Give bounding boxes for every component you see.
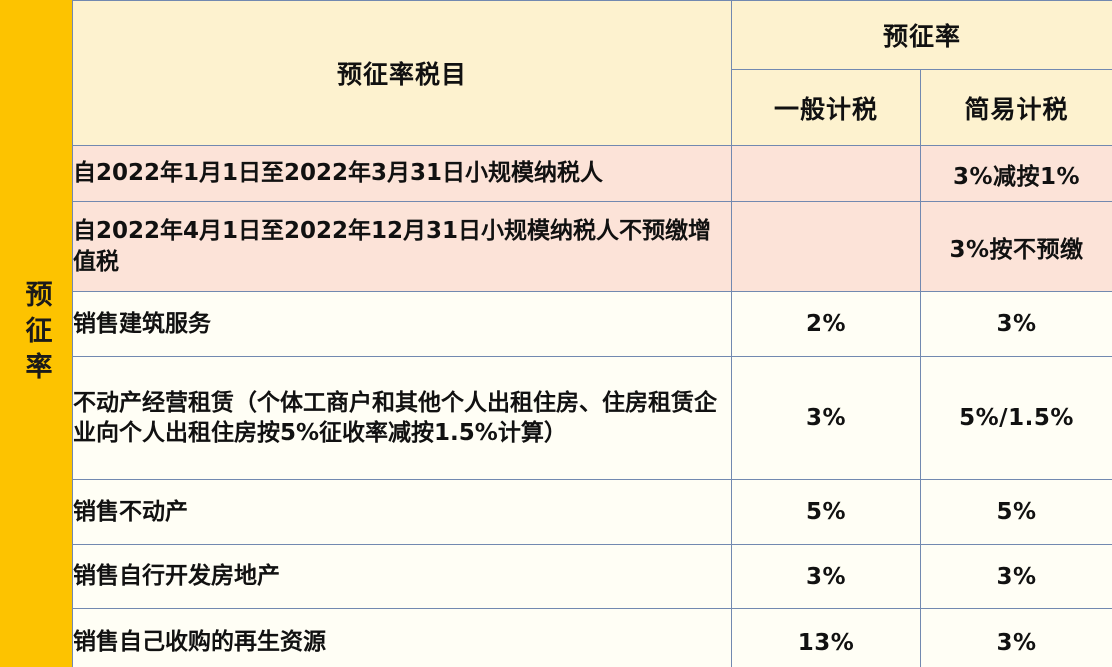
row-item-label: 销售自行开发房地产 [72,544,732,609]
table-row: 销售自己收购的再生资源 13% 3% [72,608,1112,667]
table-header-row-1: 预征率税目 预征率 [72,0,1112,146]
table-body: 自2022年1月1日至2022年3月31日小规模纳税人 3%减按1% 自2022… [72,145,1112,667]
rate-table: 预征率税目 预征率 一般计税 简易计税 自2022年1月1日至2022年3月31… [72,0,1112,667]
table-row: 销售不动产 5% 5% [72,479,1112,545]
header-simple-method: 简易计税 [919,69,1112,146]
row-simple-rate: 3% [919,608,1112,667]
row-simple-rate: 3% [919,291,1112,357]
row-general-rate [731,145,921,202]
row-item-label: 销售建筑服务 [72,291,732,357]
section-spine: 预征率 [0,0,72,667]
table-header-row-2: 一般计税 简易计税 [73,69,1112,146]
header-general-method: 一般计税 [731,69,921,146]
table-row: 自2022年1月1日至2022年3月31日小规模纳税人 3%减按1% [72,145,1112,202]
row-simple-rate: 3%按不预缴 [919,201,1112,292]
row-item-label: 自2022年4月1日至2022年12月31日小规模纳税人不预缴增值税 [72,201,732,292]
row-item-label: 自2022年1月1日至2022年3月31日小规模纳税人 [72,145,732,202]
row-simple-rate: 3%减按1% [919,145,1112,202]
row-item-label: 不动产经营租赁（个体工商户和其他个人出租住房、住房租赁企业向个人出租住房按5%征… [72,356,732,480]
table-row: 销售自行开发房地产 3% 3% [72,544,1112,609]
header-rate-group: 预征率 [730,0,1112,70]
row-simple-rate: 5% [919,479,1112,545]
table-container: 预征率税目 预征率 一般计税 简易计税 自2022年1月1日至2022年3月31… [72,0,1112,667]
table-head: 预征率税目 预征率 一般计税 简易计税 [72,0,1112,146]
row-simple-rate: 3% [919,544,1112,609]
row-general-rate: 13% [731,608,921,667]
table-row: 不动产经营租赁（个体工商户和其他个人出租住房、住房租赁企业向个人出租住房按5%征… [72,356,1112,480]
row-item-label: 销售自己收购的再生资源 [72,608,732,667]
section-spine-label: 预征率 [20,279,52,388]
row-general-rate [731,201,921,292]
header-item-column: 预征率税目 [72,0,732,146]
row-simple-rate: 5%/1.5% [919,356,1112,480]
table-row: 销售建筑服务 2% 3% [72,291,1112,357]
row-general-rate: 2% [731,291,921,357]
row-general-rate: 3% [731,356,921,480]
table-row: 自2022年4月1日至2022年12月31日小规模纳税人不预缴增值税 3%按不预… [72,201,1112,292]
row-general-rate: 3% [731,544,921,609]
row-item-label: 销售不动产 [72,479,732,545]
row-general-rate: 5% [731,479,921,545]
